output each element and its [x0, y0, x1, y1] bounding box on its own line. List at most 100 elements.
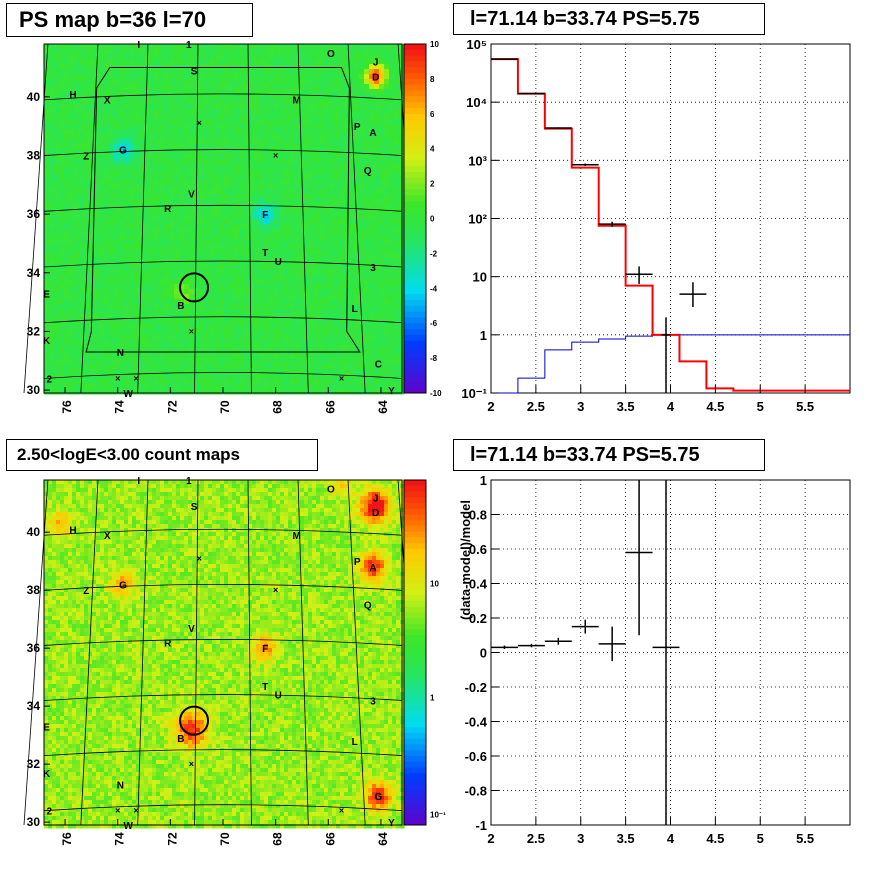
- source-label-D: D: [372, 72, 379, 83]
- colorbar-cell: [404, 526, 426, 533]
- colorbar-cell: [404, 750, 426, 757]
- y-tick-label: 40: [27, 525, 41, 539]
- x-tick-label: 4: [667, 399, 675, 414]
- source-marker: ×: [273, 150, 278, 160]
- source-marker: ×: [197, 118, 202, 128]
- x-tick-label: 68: [271, 400, 285, 414]
- colorbar-cell: [404, 549, 426, 556]
- grid-parallel: [43, 639, 403, 646]
- selected-source-circle: [179, 272, 210, 303]
- source-label-H: H: [69, 90, 76, 101]
- colorbar-cell: [404, 784, 426, 791]
- colorbar-cell: [404, 767, 426, 774]
- y-tick-label: -0.6: [465, 749, 487, 764]
- colorbar-cell: [404, 646, 426, 653]
- colorbar-tick-label: 2: [430, 180, 435, 189]
- grid-meridian: [80, 479, 99, 826]
- y-tick-label: 10: [473, 270, 487, 285]
- source-label-T: T: [262, 248, 268, 259]
- colorbar-cell: [404, 218, 426, 225]
- source-label-I: I: [137, 476, 140, 487]
- x-tick-label: 5.5: [796, 399, 814, 414]
- source-label-S: S: [191, 502, 198, 513]
- source-label-V: V: [188, 624, 195, 635]
- colorbar-cell: [404, 508, 426, 515]
- colorbar-cell: [404, 241, 426, 249]
- grid-meridian: [247, 43, 252, 394]
- source-marker: ×: [339, 373, 344, 383]
- source-label-W: W: [124, 389, 134, 400]
- x-tick-label: 64: [376, 832, 390, 846]
- grid-parallel: [43, 316, 403, 324]
- source-label-F: F: [262, 210, 268, 221]
- colorbar-cell: [404, 195, 426, 202]
- source-label-M: M: [293, 96, 301, 107]
- colorbar-cell: [404, 387, 426, 394]
- colorbar-cell: [404, 212, 426, 219]
- colorbar-cell: [404, 78, 426, 86]
- colorbar-cell: [404, 583, 426, 590]
- colorbar-cell: [404, 84, 426, 92]
- source-label-B: B: [177, 301, 184, 312]
- source-marker: ×: [197, 553, 202, 563]
- colorbar-tick-label: -4: [430, 284, 438, 293]
- colorbar-cell: [404, 790, 426, 797]
- colorbar-cell: [404, 177, 426, 185]
- source-label-H: H: [69, 525, 76, 536]
- source-label-G: G: [119, 146, 127, 157]
- y-tick-label: 10³: [468, 153, 487, 168]
- colorbar-tick-label: 1: [430, 693, 435, 702]
- y-tick-label: -0.2: [465, 680, 487, 695]
- colorbar-cell: [404, 531, 426, 538]
- colorbar-cell: [404, 543, 426, 550]
- colorbar-cell: [404, 224, 426, 231]
- colorbar-cell: [404, 288, 426, 295]
- grid-parallel: [43, 260, 403, 268]
- colorbar-cell: [404, 230, 426, 237]
- model-histogram: [491, 58, 850, 392]
- colorbar-cell: [404, 171, 426, 179]
- colorbar-cell: [404, 259, 426, 266]
- colorbar-cell: [404, 44, 426, 51]
- colorbar-cell: [404, 113, 426, 121]
- spectrum-data-point: [598, 221, 626, 227]
- y-tick-label: 0.6: [469, 542, 487, 557]
- source-label-S: S: [191, 66, 198, 77]
- source-label-Y: Y: [388, 386, 395, 397]
- source-label-L: L: [352, 737, 358, 748]
- spectrum-data-point: [491, 58, 518, 60]
- grid-parallel: [43, 528, 403, 536]
- map-coordinate-grid: [23, 43, 423, 394]
- y-tick-label: 10⁵: [466, 37, 487, 52]
- colorbar-cell: [404, 612, 426, 619]
- colorbar-cell: [404, 664, 426, 671]
- x-tick-label: 5: [757, 399, 764, 414]
- colorbar-cell: [404, 73, 426, 80]
- colorbar-cell: [404, 369, 426, 377]
- y-tick-label: 1: [480, 473, 487, 488]
- x-tick-label: 2.5: [527, 831, 545, 846]
- colorbar-cell: [404, 480, 426, 487]
- source-label-A: A: [369, 563, 376, 574]
- source-label-I: I: [137, 40, 140, 51]
- source-label-Z: Z: [83, 151, 89, 162]
- y-tick-label: 0.4: [469, 577, 488, 592]
- colorbar-cell: [404, 721, 426, 728]
- source-marker: ×: [133, 806, 138, 816]
- count-map-title: 2.50<logE<3.00 count maps: [6, 439, 318, 471]
- colorbar-cell: [404, 715, 426, 722]
- source-label-Z: Z: [83, 586, 89, 597]
- colorbar-cell: [404, 675, 426, 682]
- y-tick-label: 34: [27, 699, 41, 713]
- x-tick-label: 76: [60, 832, 74, 846]
- source-label-X: X: [104, 96, 111, 107]
- colorbar-cell: [404, 629, 426, 636]
- source-label-F: F: [262, 644, 268, 655]
- source-label-J: J: [373, 58, 379, 69]
- spectrum-data-point: [625, 266, 653, 284]
- colorbar-cell: [404, 744, 426, 751]
- colorbar-cell: [404, 503, 426, 510]
- colorbar-cell: [404, 317, 426, 324]
- colorbar-cell: [404, 681, 426, 688]
